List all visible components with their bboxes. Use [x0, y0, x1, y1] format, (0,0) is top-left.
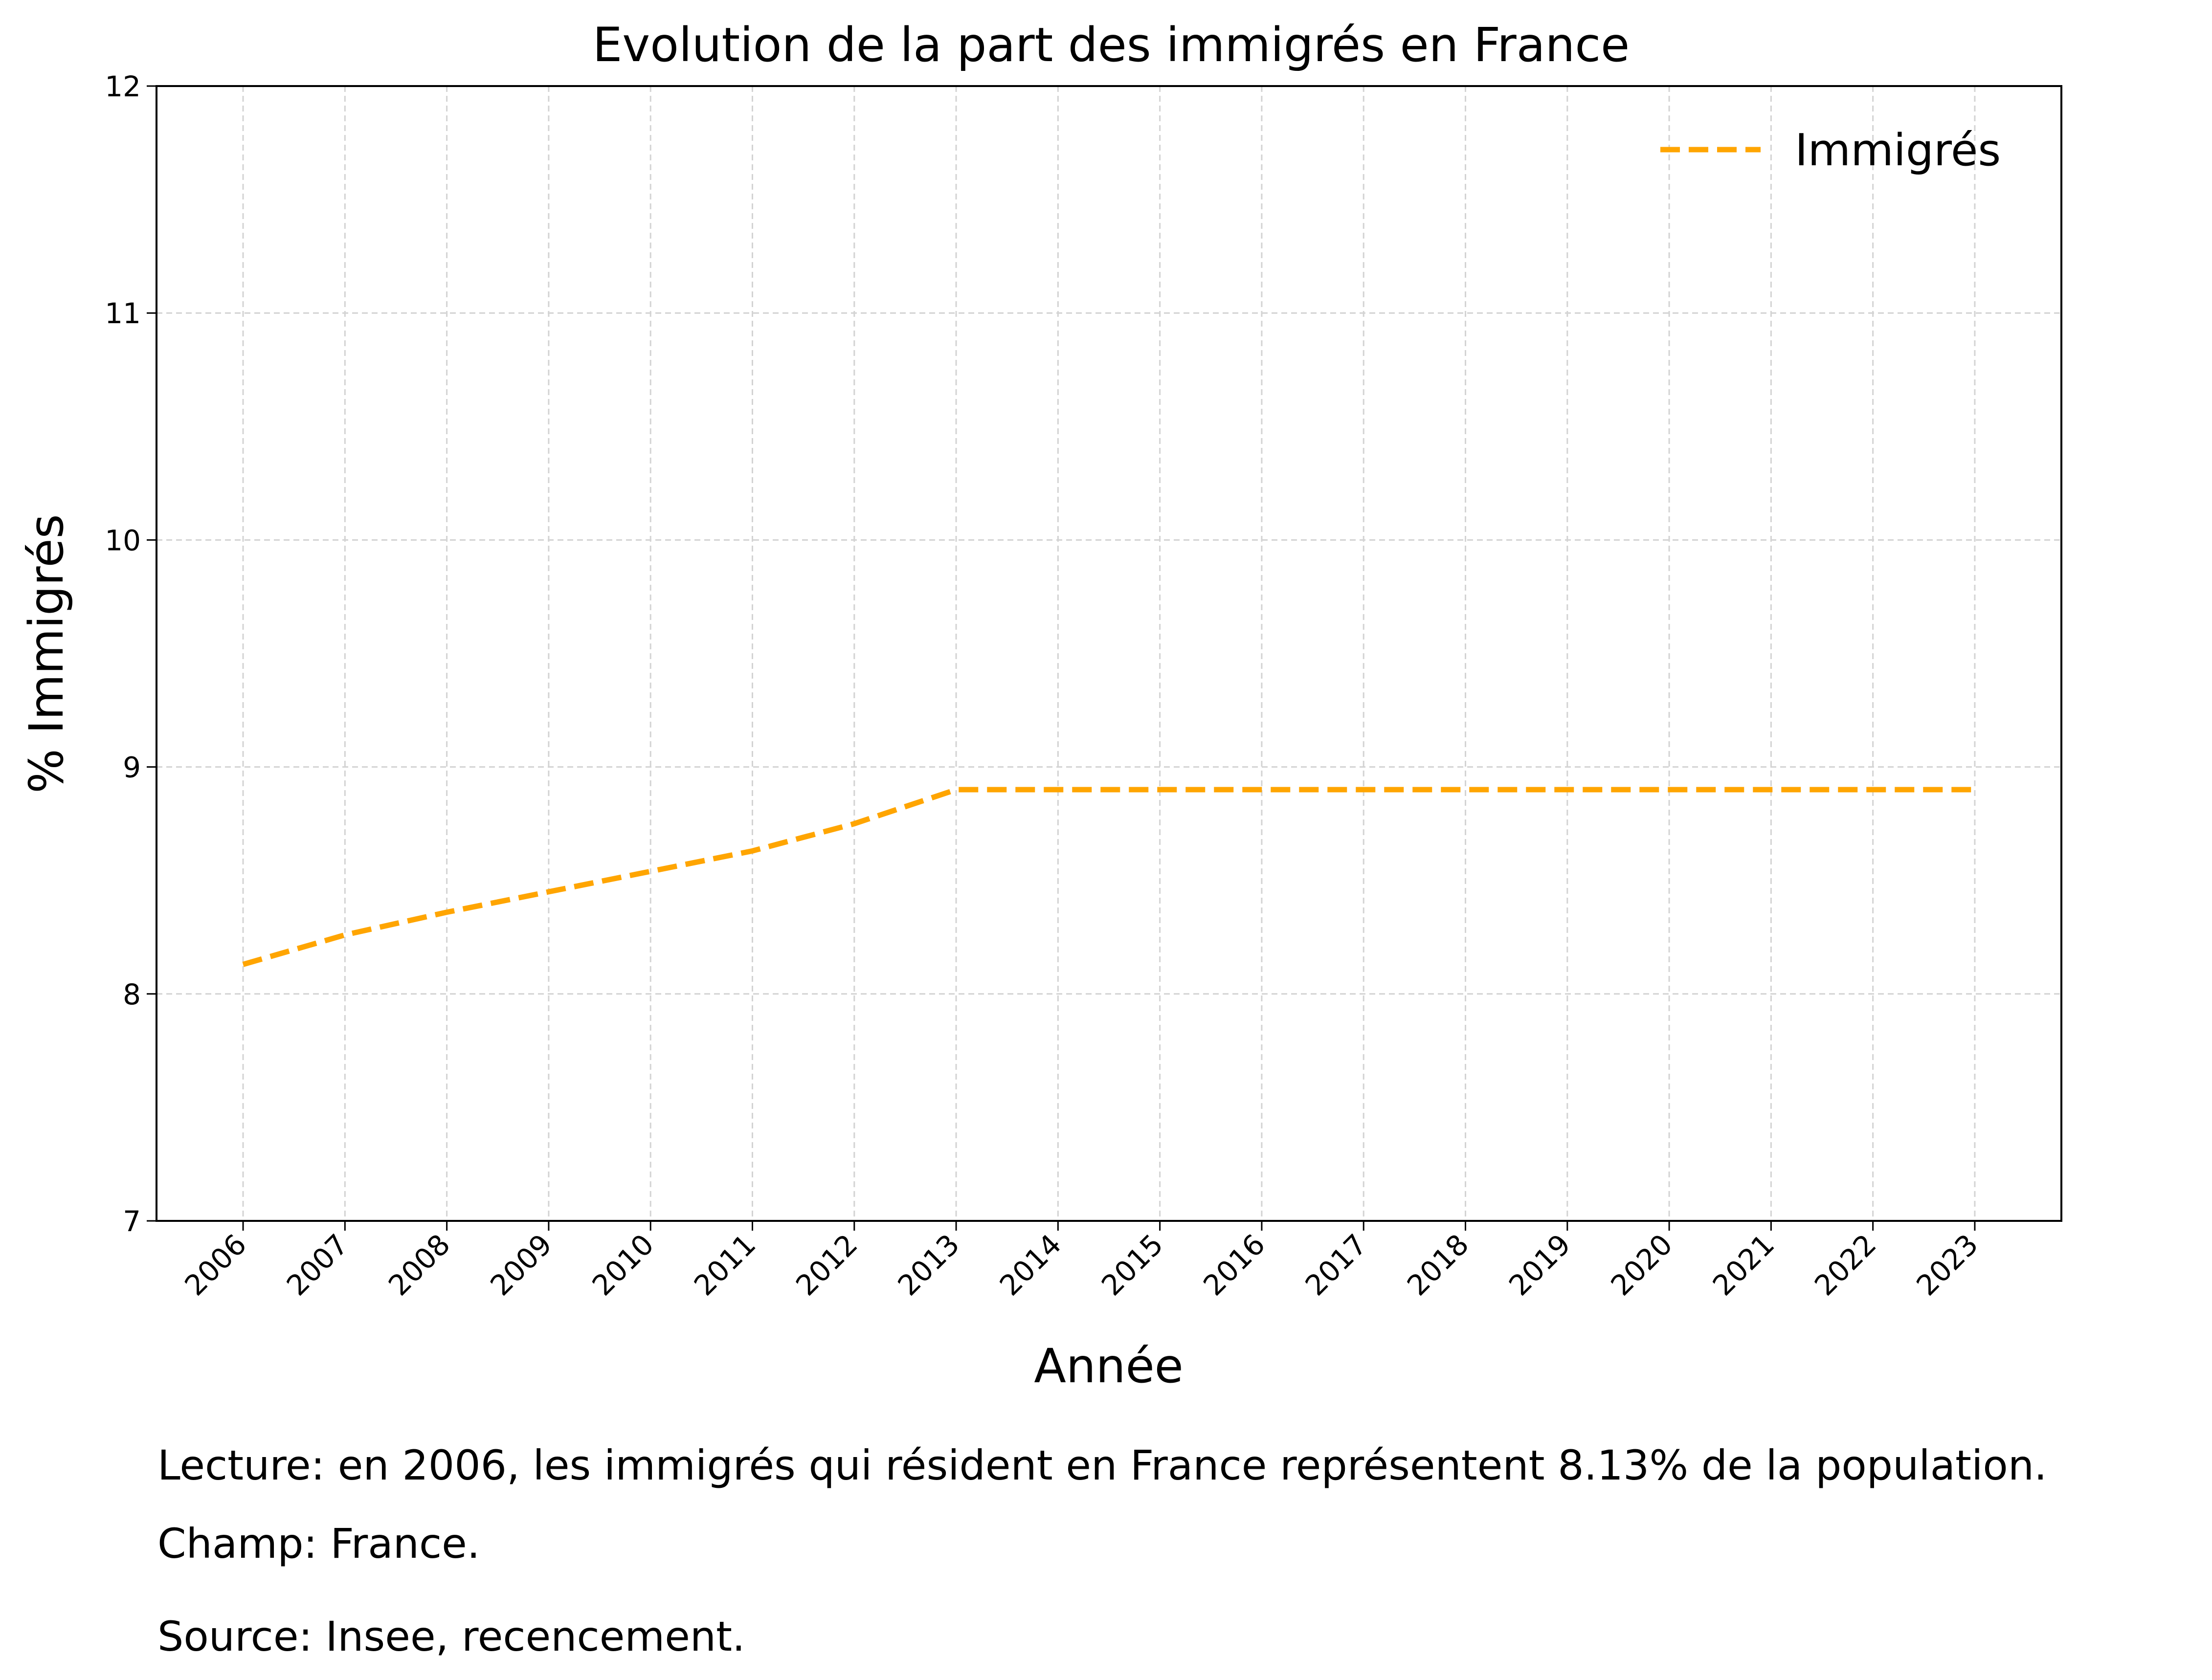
y-axis-label: % Immigrés	[19, 514, 74, 793]
series-line-immigres	[242, 787, 1975, 967]
plot-frame	[156, 85, 2062, 1222]
legend-label: Immigrés	[1795, 125, 2001, 176]
y-tick-label: 12	[105, 70, 141, 103]
series-lines	[242, 787, 1975, 967]
reading-note: Lecture: en 2006, les immigrés qui résid…	[157, 1441, 2047, 1489]
y-tick-label: 8	[123, 978, 141, 1011]
source-note: Source: Insee, recencement.	[157, 1613, 745, 1660]
chart-background	[0, 0, 2212, 1418]
y-tick-label: 9	[123, 751, 141, 784]
chart-title: Evolution de la part des immigrés en Fra…	[593, 18, 1630, 72]
x-axis-label: Année	[1034, 1339, 1183, 1393]
legend: Immigrés	[1660, 125, 2001, 176]
y-tick-label: 7	[123, 1205, 141, 1238]
y-tick-label: 11	[105, 297, 141, 330]
grid-lines	[156, 86, 2061, 1221]
line-chart: Evolution de la part des immigrés en Fra…	[0, 0, 2212, 1418]
scope-note: Champ: France.	[157, 1520, 480, 1568]
y-tick-label: 10	[105, 524, 141, 557]
